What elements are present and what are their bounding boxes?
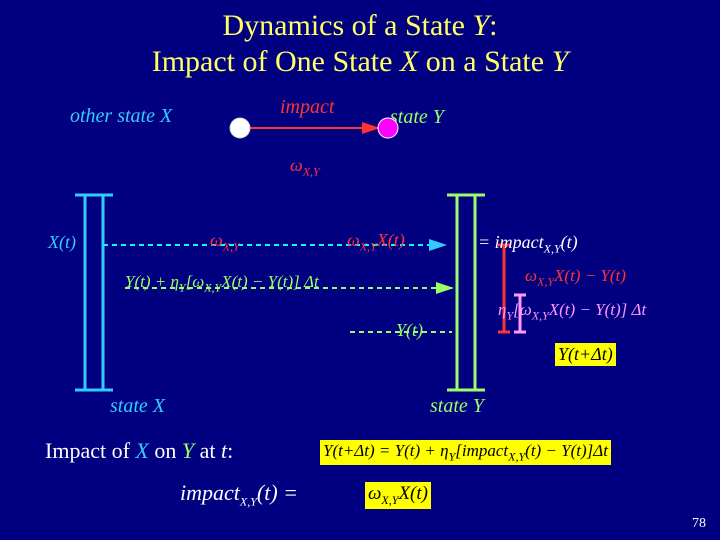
state-y-bottom: state Y xyxy=(430,395,484,418)
impact-eq2: impactX,Y(t) = xyxy=(180,480,298,509)
title-line1-b: Y xyxy=(472,9,489,42)
xt-label: X(t) xyxy=(48,232,76,253)
state-x-bottom: state X xyxy=(110,395,165,418)
gf-b: [ω xyxy=(186,272,205,291)
omega-middle: ωX,Y xyxy=(210,230,240,255)
gf-c: X(t) − Y(t)] Δt xyxy=(221,272,318,291)
impact-eq: = impactX,Y(t) xyxy=(478,232,578,257)
pl-sub: X,Y xyxy=(532,308,549,322)
ie2-sub: X,Y xyxy=(240,494,257,508)
title-line1-c: : xyxy=(489,9,497,42)
it-x: X xyxy=(135,438,148,463)
wx-sub: X,Y xyxy=(360,240,377,254)
yb3-b: X(t) xyxy=(398,483,428,504)
it-y: Y xyxy=(182,438,194,463)
yb2-a: Y(t+Δt) = Y(t) + η xyxy=(323,441,449,460)
title-line2-c: on a State xyxy=(418,45,551,78)
ie2-c: ) = xyxy=(270,480,298,505)
title-line2-b: X xyxy=(400,45,418,78)
wx-xt-right: ωX,YX(t) xyxy=(347,230,405,255)
impact-text: Impact of X on Y at t: xyxy=(45,438,233,464)
yb3-sub: X,Y xyxy=(381,493,398,507)
yb2-c: (t) − Y(t)]Δt xyxy=(525,441,608,460)
it-b: on xyxy=(149,438,182,463)
title-line1-a: Dynamics of a State xyxy=(223,9,473,42)
pl-b: [ω xyxy=(513,300,532,319)
title-line2-a: Impact of One State xyxy=(152,45,400,78)
wx-omega: ω xyxy=(347,230,360,250)
pl-c: X(t) − Y(t)] Δt xyxy=(549,300,646,319)
impact-eq-a: = impact xyxy=(478,232,544,252)
red-diff: ωX,YX(t) − Y(t) xyxy=(525,266,626,289)
gf-sub: X,Y xyxy=(204,280,221,294)
omega-middle-sub: X,Y xyxy=(223,240,240,254)
pink-formula: ηY[ωX,YX(t) − Y(t)] Δt xyxy=(498,300,646,323)
state-y-top-label: state Y xyxy=(390,106,444,129)
omega-sub: X,Y xyxy=(303,165,320,179)
gf-y: Y xyxy=(179,280,186,294)
yb2-b: [impact xyxy=(455,441,508,460)
page-number: 78 xyxy=(692,516,706,532)
omega-char: ω xyxy=(290,155,303,175)
other-state-x-label: other state X xyxy=(70,105,172,128)
rd-sub: X,Y xyxy=(537,274,554,288)
omega-xy-top: ωX,Y xyxy=(290,155,320,180)
omega-middle-char: ω xyxy=(210,230,223,250)
yellow-box-formula: Y(t+Δt) = Y(t) + ηY[impactX,Y(t) − Y(t)]… xyxy=(320,440,611,465)
yb2-sub: X,Y xyxy=(508,449,525,463)
title-line2-d: Y xyxy=(552,45,569,78)
green-formula: Y(t) + ηY[ωX,YX(t) − Y(t)] Δt xyxy=(125,272,319,295)
yb3-a: ω xyxy=(368,483,381,504)
rd-b: X(t) − Y(t) xyxy=(554,266,626,285)
yellow-box-omega-xt: ωX,YX(t) xyxy=(365,482,431,509)
slide-title: Dynamics of a State Y: Impact of One Sta… xyxy=(0,0,720,80)
it-d: : xyxy=(227,438,233,463)
yellow-box-ytdt: Y(t+Δt) xyxy=(555,343,616,366)
it-a: Impact of xyxy=(45,438,135,463)
it-c: at xyxy=(194,438,221,463)
impact-eq-sub: X,Y xyxy=(544,242,561,256)
ie2-a: impact xyxy=(180,480,240,505)
wx-xt: X(t) xyxy=(377,230,405,250)
impact-eq-b: (t) xyxy=(561,232,578,252)
rd-a: ω xyxy=(525,266,537,285)
yt-label: Y(t) xyxy=(396,320,423,341)
gf-a: Y(t) + η xyxy=(125,272,179,291)
impact-label: impact xyxy=(280,96,334,119)
